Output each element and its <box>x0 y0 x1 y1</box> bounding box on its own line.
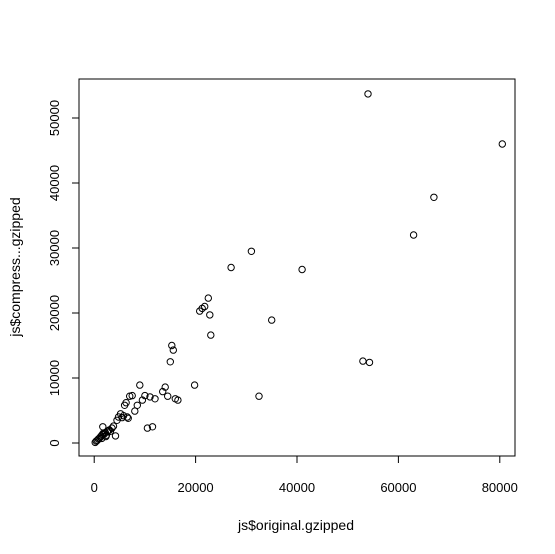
data-point <box>124 414 132 422</box>
x-tick-label: 20000 <box>178 480 214 495</box>
y-axis-label: js$compress...gzipped <box>7 197 23 337</box>
data-point <box>148 423 157 431</box>
data-points <box>91 90 506 447</box>
data-point <box>409 231 418 239</box>
data-point <box>204 294 213 302</box>
data-point <box>298 265 306 274</box>
y-tick-label: 30000 <box>47 230 62 266</box>
data-point <box>161 383 169 391</box>
data-point <box>247 247 256 256</box>
data-point <box>141 391 149 400</box>
x-tick-label: 40000 <box>279 480 315 495</box>
y-tick-label: 50000 <box>47 100 62 136</box>
x-tick-label: 0 <box>91 480 98 495</box>
data-point <box>227 263 235 272</box>
data-point <box>169 346 178 354</box>
x-axis: 0 20000 40000 60000 80000 <box>91 455 518 495</box>
data-point <box>364 90 372 98</box>
data-point <box>108 424 116 432</box>
y-tick-label: 20000 <box>47 295 62 331</box>
data-point <box>168 341 176 350</box>
data-point <box>128 391 136 400</box>
x-tick-label: 60000 <box>380 480 416 495</box>
data-point <box>190 381 199 389</box>
data-point <box>109 422 118 430</box>
data-point <box>111 432 120 440</box>
data-point <box>123 413 131 421</box>
data-point <box>136 381 144 389</box>
data-point <box>207 331 215 339</box>
data-point <box>133 401 142 409</box>
data-point <box>166 358 175 366</box>
y-axis: 0 10000 20000 30000 40000 50000 <box>47 100 80 447</box>
data-point <box>255 392 263 400</box>
data-point <box>206 311 214 319</box>
data-point <box>365 358 374 367</box>
data-point <box>122 399 130 407</box>
x-axis-label: js$original.gzipped <box>237 517 354 533</box>
data-point <box>498 140 506 148</box>
data-point <box>143 424 152 432</box>
data-point <box>174 396 182 404</box>
data-point <box>430 193 438 202</box>
y-tick-label: 0 <box>47 439 62 446</box>
data-point <box>102 432 110 441</box>
y-tick-label: 10000 <box>47 360 62 396</box>
data-point <box>201 302 209 311</box>
data-point <box>146 393 154 401</box>
data-point <box>99 423 107 431</box>
y-tick-label: 40000 <box>47 165 62 201</box>
data-point <box>98 434 106 443</box>
data-point <box>164 392 172 400</box>
data-point <box>151 395 159 403</box>
x-tick-label: 80000 <box>482 480 518 495</box>
data-point <box>268 316 276 324</box>
